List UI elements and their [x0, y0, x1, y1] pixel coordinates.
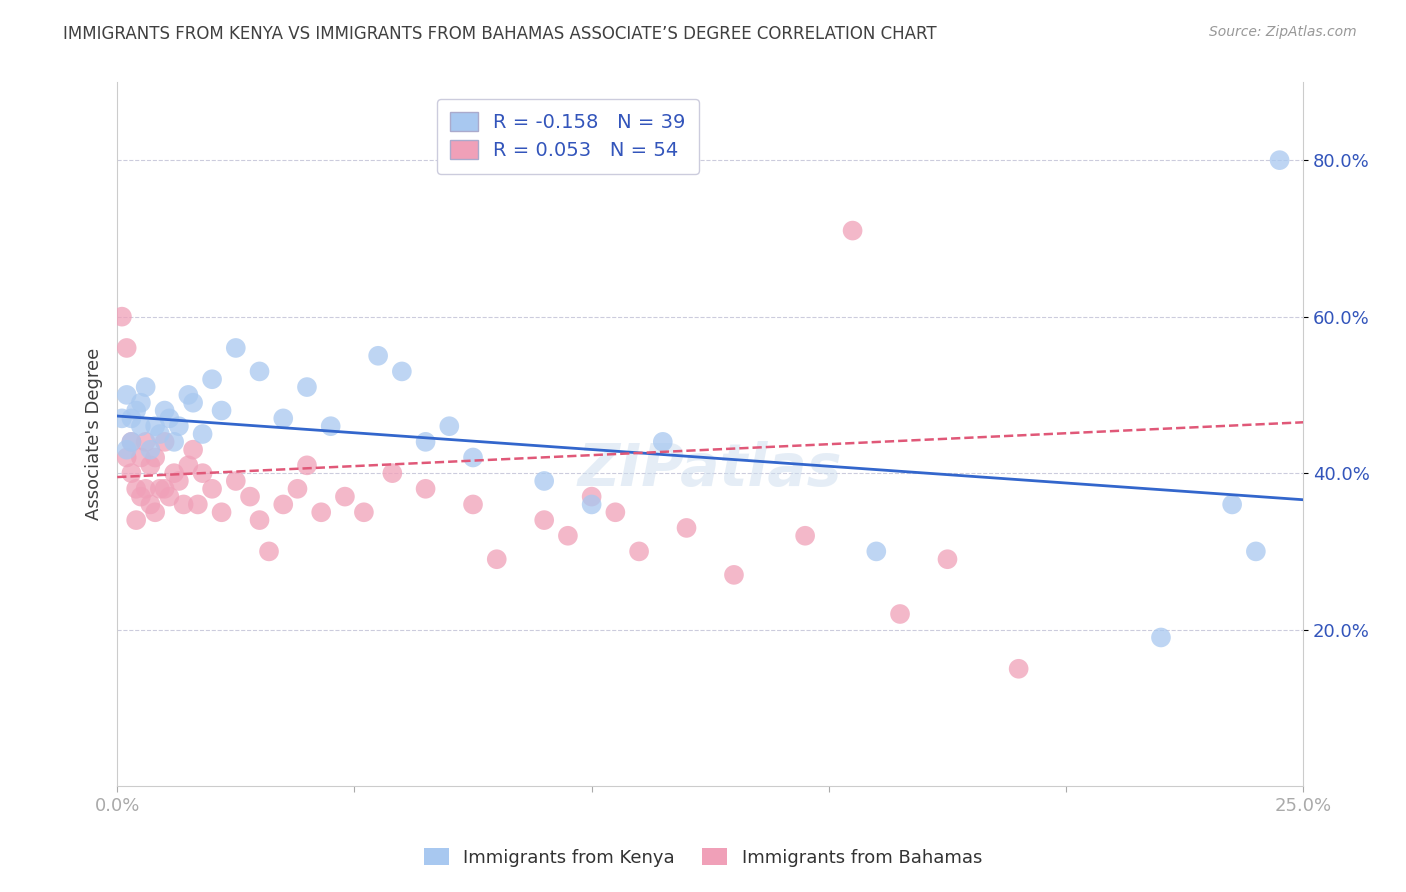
Point — [177, 458, 200, 473]
Point — [167, 419, 190, 434]
Point — [415, 434, 437, 449]
Point — [135, 434, 157, 449]
Text: ZIPatlas: ZIPatlas — [578, 441, 842, 498]
Point — [111, 310, 134, 324]
Point — [139, 458, 162, 473]
Point — [163, 466, 186, 480]
Point — [461, 450, 484, 465]
Point — [936, 552, 959, 566]
Point — [605, 505, 627, 519]
Point — [115, 341, 138, 355]
Point — [1007, 662, 1029, 676]
Point — [889, 607, 911, 621]
Point — [271, 498, 294, 512]
Point — [163, 434, 186, 449]
Point — [381, 466, 404, 480]
Point — [181, 442, 204, 457]
Point — [333, 490, 356, 504]
Point — [249, 513, 271, 527]
Point — [173, 498, 195, 512]
Point — [1268, 153, 1291, 168]
Point — [557, 529, 579, 543]
Point — [257, 544, 280, 558]
Point — [143, 419, 166, 434]
Point — [651, 434, 673, 449]
Point — [794, 529, 817, 543]
Point — [125, 513, 148, 527]
Point — [461, 498, 484, 512]
Point — [485, 552, 508, 566]
Point — [135, 380, 157, 394]
Point — [129, 450, 152, 465]
Point — [249, 364, 271, 378]
Point — [115, 442, 138, 457]
Legend: Immigrants from Kenya, Immigrants from Bahamas: Immigrants from Kenya, Immigrants from B… — [415, 839, 991, 876]
Point — [139, 442, 162, 457]
Point — [309, 505, 332, 519]
Point — [135, 482, 157, 496]
Text: Source: ZipAtlas.com: Source: ZipAtlas.com — [1209, 25, 1357, 39]
Point — [201, 372, 224, 386]
Point — [439, 419, 461, 434]
Point — [157, 490, 180, 504]
Point — [115, 388, 138, 402]
Text: IMMIGRANTS FROM KENYA VS IMMIGRANTS FROM BAHAMAS ASSOCIATE’S DEGREE CORRELATION : IMMIGRANTS FROM KENYA VS IMMIGRANTS FROM… — [63, 25, 936, 43]
Point — [129, 395, 152, 409]
Point — [120, 411, 142, 425]
Point — [153, 434, 176, 449]
Point — [211, 505, 233, 519]
Point — [143, 450, 166, 465]
Point — [153, 482, 176, 496]
Point — [1244, 544, 1267, 558]
Point — [120, 466, 142, 480]
Point — [225, 474, 247, 488]
Point — [187, 498, 209, 512]
Point — [120, 434, 142, 449]
Point — [225, 341, 247, 355]
Point — [125, 403, 148, 417]
Point — [581, 498, 603, 512]
Point — [157, 411, 180, 425]
Y-axis label: Associate's Degree: Associate's Degree — [86, 348, 103, 520]
Point — [211, 403, 233, 417]
Point — [319, 419, 342, 434]
Point — [533, 474, 555, 488]
Point — [367, 349, 389, 363]
Point — [841, 223, 863, 237]
Point — [675, 521, 697, 535]
Point — [129, 490, 152, 504]
Point — [149, 482, 172, 496]
Point — [353, 505, 375, 519]
Point — [239, 490, 262, 504]
Point — [149, 427, 172, 442]
Point — [143, 505, 166, 519]
Point — [628, 544, 651, 558]
Point — [1150, 631, 1173, 645]
Point — [139, 498, 162, 512]
Point — [191, 466, 214, 480]
Legend: R = -0.158   N = 39, R = 0.053   N = 54: R = -0.158 N = 39, R = 0.053 N = 54 — [437, 99, 699, 174]
Point — [271, 411, 294, 425]
Point — [287, 482, 309, 496]
Point — [181, 395, 204, 409]
Point — [129, 419, 152, 434]
Point — [201, 482, 224, 496]
Point — [295, 458, 318, 473]
Point — [391, 364, 413, 378]
Point — [581, 490, 603, 504]
Point — [865, 544, 887, 558]
Point — [533, 513, 555, 527]
Point — [111, 411, 134, 425]
Point — [153, 403, 176, 417]
Point — [295, 380, 318, 394]
Point — [191, 427, 214, 442]
Point — [167, 474, 190, 488]
Point — [1220, 498, 1243, 512]
Point — [120, 434, 142, 449]
Point — [723, 567, 745, 582]
Point — [115, 450, 138, 465]
Point — [415, 482, 437, 496]
Point — [125, 482, 148, 496]
Point — [177, 388, 200, 402]
